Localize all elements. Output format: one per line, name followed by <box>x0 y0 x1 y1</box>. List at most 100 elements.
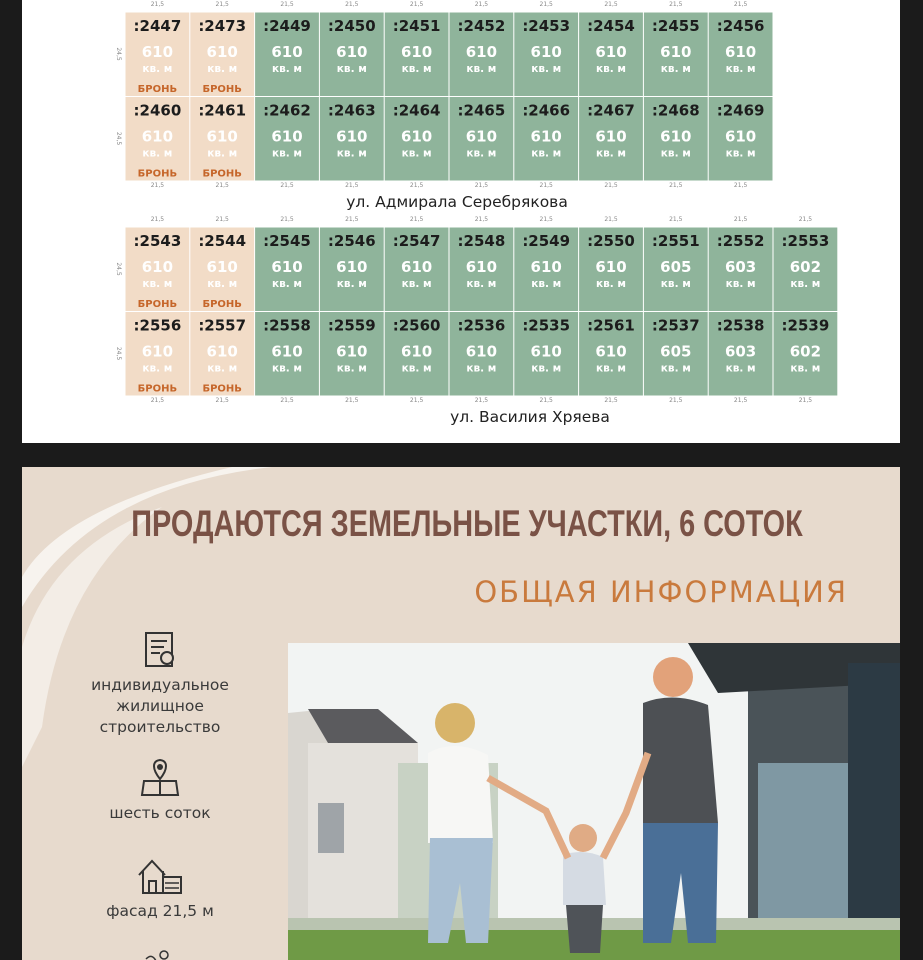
plot-id: :2547 <box>393 232 441 250</box>
plot-cell <box>319 227 384 311</box>
plot-area: 610 <box>531 43 562 61</box>
plot-unit: кв. м <box>272 363 302 375</box>
plot-cell <box>579 12 643 96</box>
plot-area: 610 <box>466 343 497 361</box>
width-label: 21,5 <box>410 216 424 223</box>
plot-unit: кв. м <box>207 278 237 290</box>
plot-area: 605 <box>660 258 691 276</box>
plot-id: :2539 <box>782 317 830 335</box>
street-name: ул. Адмирала Серебрякова <box>346 193 568 211</box>
plot-unit: кв. м <box>531 363 561 375</box>
plot-area: 610 <box>401 128 432 146</box>
plot-unit: кв. м <box>272 278 302 290</box>
plot-id: :2553 <box>782 232 830 250</box>
plot-unit: кв. м <box>790 363 820 375</box>
plot-id: :2543 <box>134 232 182 250</box>
width-label: 21,5 <box>604 182 618 189</box>
map-icon <box>140 758 180 796</box>
width-label: 21,5 <box>604 216 618 223</box>
plot-id: :2468 <box>652 102 700 120</box>
plot-unit: кв. м <box>531 148 561 160</box>
plot-id: :2559 <box>328 317 376 335</box>
plot-id: :2467 <box>587 102 635 120</box>
plot-cell <box>773 227 838 311</box>
plot-unit: кв. м <box>337 148 367 160</box>
width-label: 21,5 <box>669 397 683 404</box>
plot-unit: кв. м <box>466 148 496 160</box>
plot-unit: кв. м <box>402 63 432 75</box>
width-label: 21,5 <box>216 182 230 189</box>
plot-area: 610 <box>142 258 173 276</box>
plot-area: 602 <box>790 258 821 276</box>
plot-area: 610 <box>595 128 626 146</box>
plot-unit: кв. м <box>142 278 172 290</box>
width-label: 21,5 <box>345 1 359 8</box>
plot-id: :2466 <box>522 102 570 120</box>
feature: фасад 21,5 м <box>22 857 298 922</box>
plot-unit: кв. м <box>466 363 496 375</box>
feature-line: индивидуальное <box>91 676 229 694</box>
plot-plan: 21,5 21,5 21,5 21,5 21,5 21,5 21,5 21,5 21,5 21,5… <box>22 0 900 443</box>
plot-id: :2550 <box>587 232 635 250</box>
plot-cell <box>449 12 514 96</box>
subtitle: ОБЩАЯ ИНФОРМАЦИЯ <box>474 575 848 609</box>
plot-id: :2558 <box>263 317 311 335</box>
width-label: 21,5 <box>151 1 165 8</box>
plot-id: :2451 <box>393 17 441 35</box>
width-label: 21,5 <box>475 216 489 223</box>
plot-unit: кв. м <box>790 278 820 290</box>
feature: индивидуальное жилищное строительство <box>22 631 298 738</box>
plot-status: БРОНЬ <box>202 384 241 395</box>
plot-unit: кв. м <box>531 63 561 75</box>
plot-cell <box>773 312 838 396</box>
depth-label: 24,5 <box>115 132 122 146</box>
plot-area: 610 <box>725 43 756 61</box>
depth-label: 24,5 <box>115 47 122 61</box>
plot-id: :2454 <box>587 17 635 35</box>
width-label: 21,5 <box>734 397 748 404</box>
plot-unit: кв. м <box>596 363 626 375</box>
plot-cell <box>643 312 708 396</box>
plot-area: 610 <box>336 343 367 361</box>
plot-id: :2465 <box>458 102 506 120</box>
plot-cell <box>190 97 255 181</box>
plot-area: 610 <box>531 343 562 361</box>
width-label: 21,5 <box>345 182 359 189</box>
plot-cell <box>708 97 773 181</box>
plot-unit: кв. м <box>207 363 237 375</box>
plot-cell <box>643 227 708 311</box>
width-label: 21,5 <box>540 182 554 189</box>
plot-cell <box>125 12 190 96</box>
plot-id: :2450 <box>328 17 376 35</box>
plot-cell <box>514 12 579 96</box>
plot-id: :2455 <box>652 17 700 35</box>
plot-id: :2453 <box>522 17 570 35</box>
plot-cell <box>384 227 449 311</box>
plot-id: :2538 <box>717 317 765 335</box>
plot-unit: кв. м <box>402 363 432 375</box>
plot-cell <box>514 312 579 396</box>
feature-line: строительство <box>99 718 221 736</box>
plot-unit: кв. м <box>272 63 302 75</box>
width-label: 21,5 <box>280 182 294 189</box>
feature-line: шесть соток <box>109 804 211 822</box>
plot-unit: кв. м <box>661 363 691 375</box>
plot-cell <box>449 312 514 396</box>
plot-status: БРОНЬ <box>202 169 241 180</box>
plot-cell <box>579 312 643 396</box>
plot-cell <box>708 312 773 396</box>
plot-status: БРОНЬ <box>202 84 241 95</box>
width-label: 21,5 <box>216 216 230 223</box>
plot-id: :2546 <box>328 232 376 250</box>
width-label: 21,5 <box>669 1 683 8</box>
plot-unit: кв. м <box>466 63 496 75</box>
plot-area: 605 <box>660 343 691 361</box>
info-panel: ПРОДАЮТСЯ ЗЕМЕЛЬНЫЕ УЧАСТКИ, 6 СОТОК ОБЩ… <box>22 467 900 960</box>
plot-id: :2463 <box>328 102 376 120</box>
plot-area: 610 <box>207 343 238 361</box>
plot-cell <box>384 97 449 181</box>
plot-cell <box>319 97 384 181</box>
plot-cell <box>255 12 319 96</box>
width-label: 21,5 <box>280 216 294 223</box>
plot-cell <box>643 97 708 181</box>
